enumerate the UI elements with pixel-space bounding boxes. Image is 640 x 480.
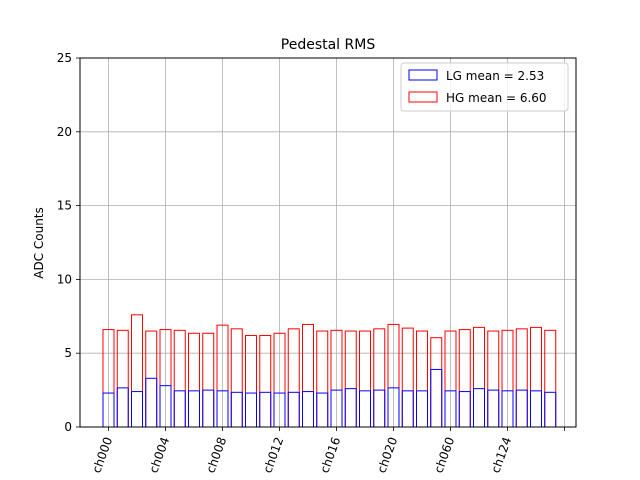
y-tick-label: 20 xyxy=(57,125,72,139)
legend-label-hg: HG mean = 6.60 xyxy=(446,91,547,105)
legend-swatch-lg xyxy=(408,69,438,81)
legend-frame xyxy=(400,62,569,112)
y-axis: 0 5 10 15 20 25 xyxy=(57,51,80,434)
legend-swatch-hg xyxy=(408,91,438,103)
y-tick-label: 0 xyxy=(64,420,72,434)
legend[interactable]: LG mean = 2.53 HG mean = 6.60 xyxy=(400,62,569,112)
y-tick-label: 15 xyxy=(57,199,72,213)
plot-frame xyxy=(79,57,577,428)
y-tick-label: 5 xyxy=(64,346,72,360)
y-tick-label: 25 xyxy=(57,51,72,65)
legend-label-lg: LG mean = 2.53 xyxy=(446,69,544,83)
chart-title: Pedestal RMS xyxy=(281,37,376,53)
y-axis-label: ADC Counts xyxy=(32,207,46,279)
y-tick-label: 10 xyxy=(57,272,72,286)
